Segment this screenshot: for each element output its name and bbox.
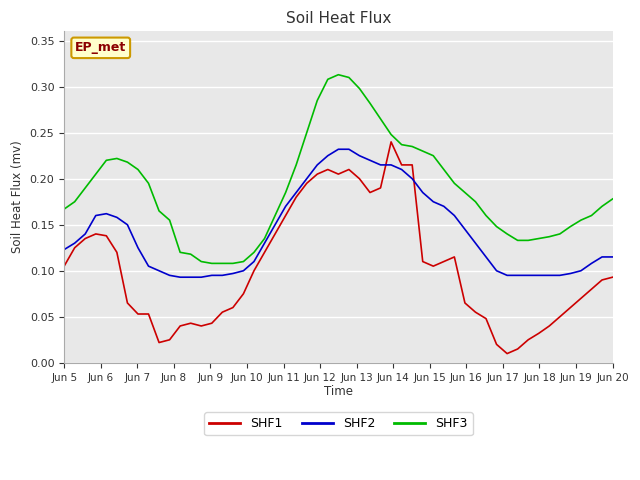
Y-axis label: Soil Heat Flux (mv): Soil Heat Flux (mv) xyxy=(11,141,24,253)
X-axis label: Time: Time xyxy=(324,385,353,398)
Legend: SHF1, SHF2, SHF3: SHF1, SHF2, SHF3 xyxy=(204,412,472,435)
Text: EP_met: EP_met xyxy=(75,41,126,54)
Title: Soil Heat Flux: Soil Heat Flux xyxy=(285,11,391,26)
